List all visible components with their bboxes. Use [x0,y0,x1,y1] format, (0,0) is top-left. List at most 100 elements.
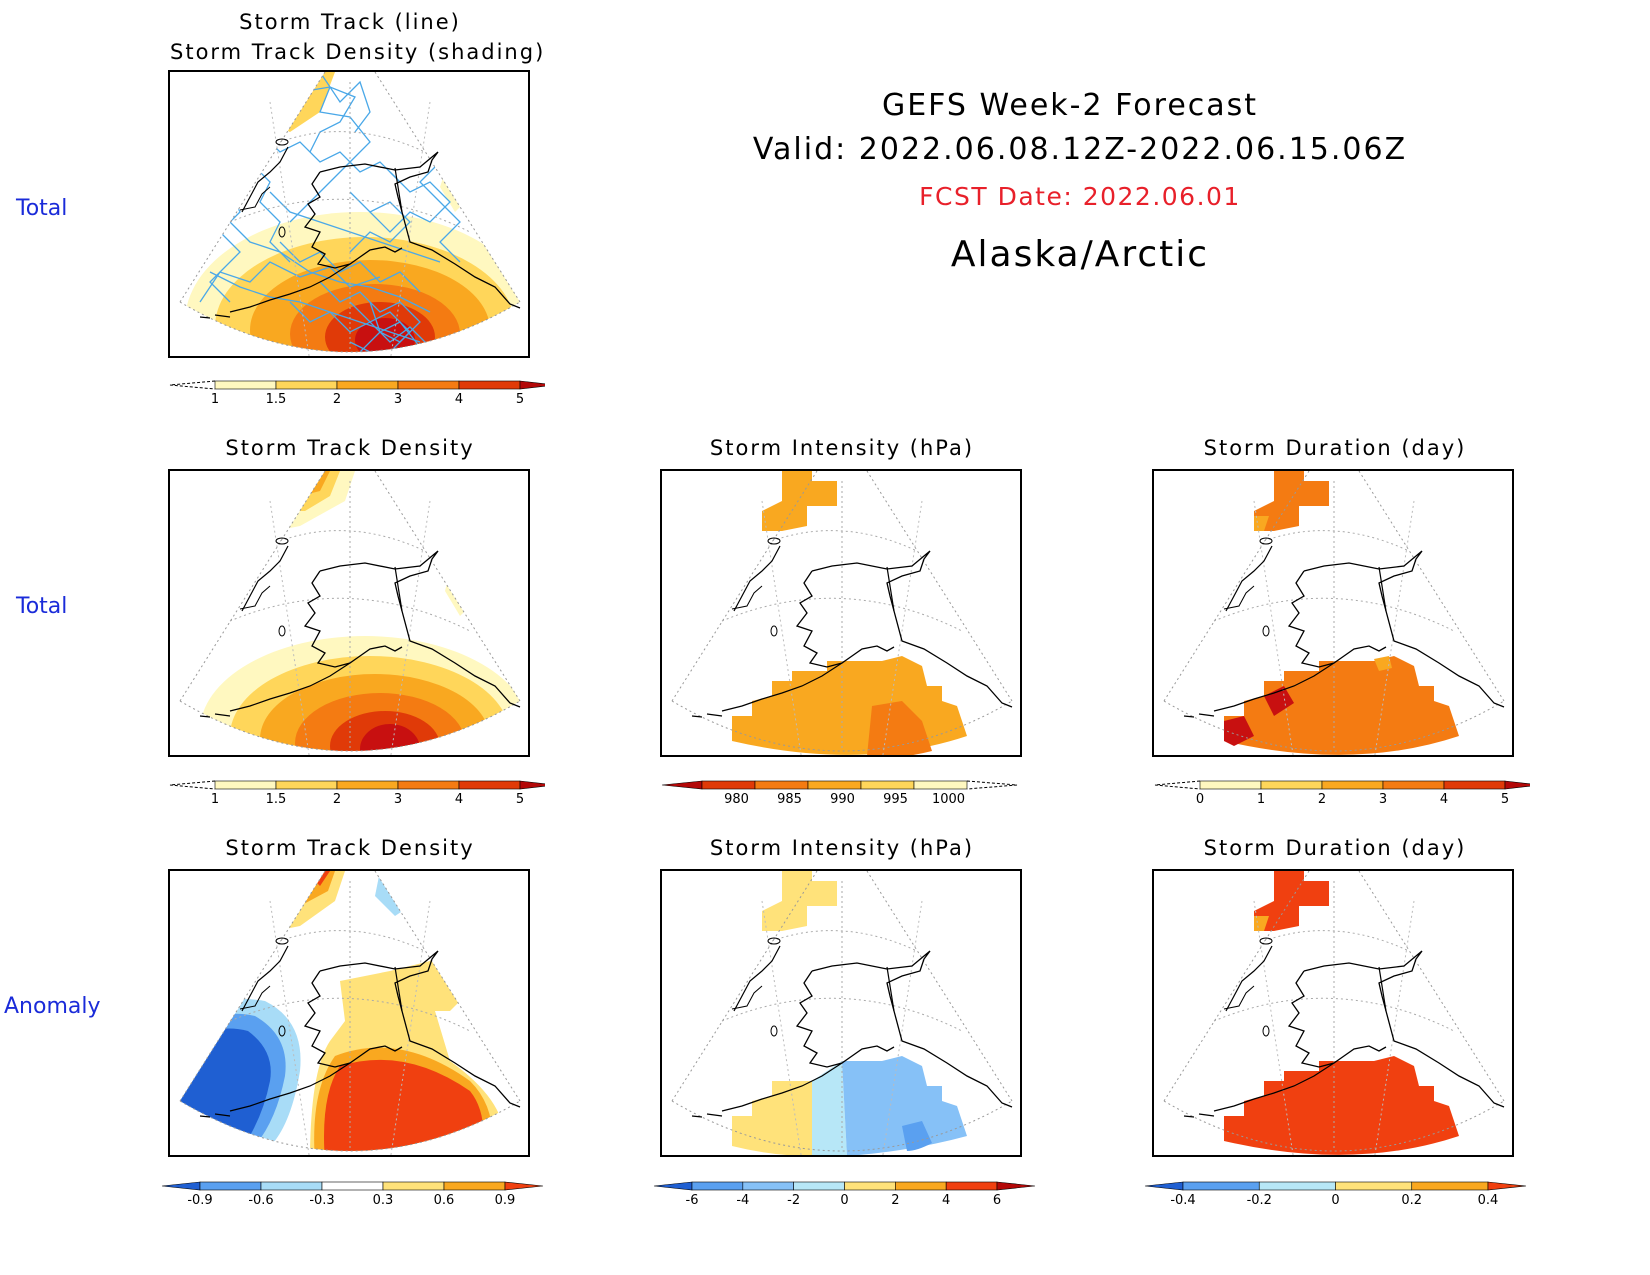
colorbar-swatch [336,380,399,390]
colorbar-swatch [913,780,968,790]
colorbar-swatch [793,1181,845,1191]
colorbar-swatch [275,380,338,390]
colorbar-tick-label: 6 [993,1193,1001,1208]
colorbar-swatch [397,780,460,790]
colorbar-tick-label: 5 [1501,792,1509,807]
colorbar-tick-label: 1 [1257,792,1265,807]
track-density-shading [185,72,520,352]
map-storm-track-total [168,70,530,358]
colorbar-tick-label: -0.9 [187,1193,212,1208]
colorbar-swatch [382,1181,445,1191]
colorbar-tick-label: 2 [891,1193,899,1208]
colorbar-swatch [214,380,277,390]
colorbar-swatch [844,1181,896,1191]
colorbar-tick-label: 1.5 [266,792,287,807]
colorbar-swatch [691,1181,744,1191]
colorbar-tick-label: 980 [724,792,749,807]
colorbar-swatch [458,780,521,790]
colorbar-swatch [1260,780,1323,790]
colorbar-swatch [214,780,277,790]
panel-title-density-anomaly: Storm Track Density [225,836,475,860]
colorbar-intensity-anomaly: -6 -4 -2 0 2 4 6 [653,1181,1036,1208]
colorbar-end [1504,780,1530,790]
fcst-date: FCST Date: 2022.06.01 [919,182,1241,211]
colorbar-tick-label: 985 [777,792,802,807]
row-label-total-1: Total [16,196,68,221]
map-track-density-anomaly [168,869,530,1157]
map-duration-total [1152,469,1514,757]
panel-title-duration-anomaly: Storm Duration (day) [1203,836,1467,860]
colorbar-intensity-total: 980 985 990 995 1000 [661,780,1018,807]
map-duration-anomaly [1152,869,1514,1157]
colorbar-swatch [895,1181,947,1191]
forecast-title: GEFS Week-2 Forecast [881,88,1259,123]
colorbar-duration-anomaly: -0.4 -0.2 0 0.2 0.4 [1144,1181,1527,1208]
colorbar-density-total-2: 1 1.5 2 3 4 5 [169,780,545,807]
colorbar-swatch [275,780,338,790]
colorbar-end [996,1181,1036,1191]
colorbar-tick-label: 0.4 [1478,1193,1499,1208]
colorbar-tick-label: -0.2 [1247,1193,1272,1208]
colorbar-tick-label: 1 [211,792,219,807]
colorbar-swatch [199,1181,262,1191]
colorbar-swatch [1443,780,1506,790]
colorbar-swatch [1258,1181,1336,1191]
region-label: Alaska/Arctic [950,234,1210,275]
colorbar-tick-label: 4 [1440,792,1448,807]
colorbar-tick-label: 2 [333,392,341,407]
colorbar-tick-label: 2 [1318,792,1326,807]
colorbar-swatch [701,780,756,790]
colorbar-swatch [860,780,915,790]
colorbar-swatch [458,380,521,390]
map-track-density-total [168,469,530,757]
colorbar-density-total-1: 1 1.5 2 3 4 5 [169,380,545,407]
colorbar-swatch [1199,780,1262,790]
intensity-shading [732,471,967,755]
colorbar-tick-label: 4 [942,1193,950,1208]
colorbar-duration-total: 0 1 2 3 4 5 [1154,780,1530,807]
colorbar-tick-label: -0.3 [309,1193,334,1208]
colorbar-end [169,380,216,390]
colorbar-swatch [1382,780,1445,790]
colorbar-tick-label: 5 [516,792,524,807]
colorbar-swatch [397,380,460,390]
colorbar-tick-label: 0.2 [1401,1193,1422,1208]
map-intensity-anomaly [660,869,1022,1157]
row-label-total-2: Total [16,594,68,619]
colorbar-tick-label: 5 [516,392,524,407]
colorbar-tick-label: 3 [1379,792,1387,807]
colorbar-tick-label: 0.6 [434,1193,455,1208]
colorbar-end [653,1181,693,1191]
colorbar-swatch [1335,1181,1413,1191]
colorbar-end [519,380,545,390]
intensity-anomaly-shading [732,871,967,1155]
colorbar-end [661,780,703,790]
colorbar-end [1144,1181,1184,1191]
panel-title-intensity-anomaly: Storm Intensity (hPa) [709,836,975,860]
valid-period: Valid: 2022.06.08.12Z-2022.06.15.06Z [752,132,1408,167]
colorbar-tick-label: 1000 [932,792,965,807]
colorbar-tick-label: 990 [830,792,855,807]
panel-title-track-density-shading: Storm Track Density (shading) [170,40,546,64]
storm-track-lines [199,72,461,352]
colorbar-density-anomaly: -0.9 -0.6 -0.3 0.3 0.6 0.9 [161,1181,544,1208]
colorbar-end [1154,780,1201,790]
colorbar-tick-label: -4 [736,1193,749,1208]
duration-shading [1224,471,1459,755]
colorbar-swatch [260,1181,323,1191]
colorbar-tick-label: 1 [211,392,219,407]
colorbar-swatch [807,780,862,790]
colorbar-swatch [321,1181,384,1191]
colorbar-tick-label: -0.6 [248,1193,273,1208]
colorbar-tick-label: 0 [840,1193,848,1208]
panel-title-track-line: Storm Track (line) [239,10,461,34]
colorbar-tick-label: 2 [333,792,341,807]
colorbar-end [1487,1181,1527,1191]
colorbar-tick-label: 4 [455,392,463,407]
colorbar-tick-label: 0.3 [373,1193,394,1208]
panel-title-intensity-total: Storm Intensity (hPa) [709,436,975,460]
colorbar-swatch [945,1181,998,1191]
duration-anomaly-shading [1224,871,1459,1155]
colorbar-tick-label: 3 [394,792,402,807]
density-shading [200,471,520,751]
